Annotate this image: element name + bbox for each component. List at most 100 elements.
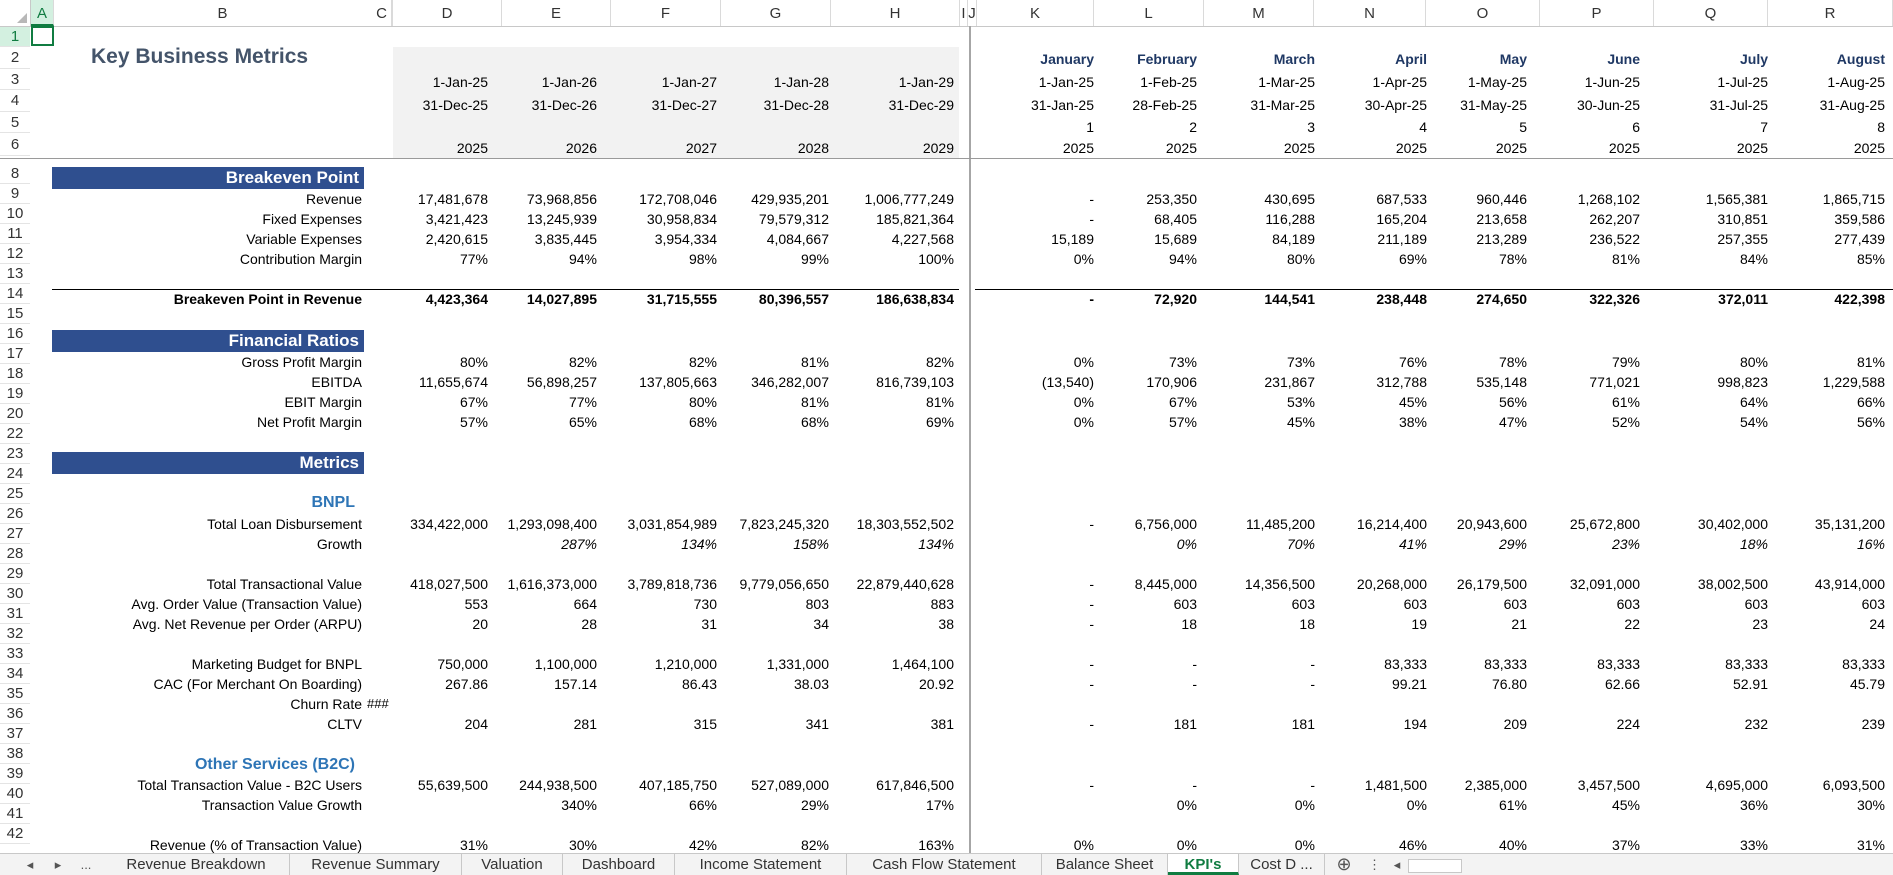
monthly-value[interactable]: - <box>1089 716 1094 732</box>
monthly-value[interactable]: 15,689 <box>1154 231 1197 247</box>
column-header-g[interactable]: G <box>721 0 831 26</box>
monthly-value[interactable]: 79% <box>1611 354 1640 370</box>
monthly-value[interactable]: 211,189 <box>1377 231 1427 247</box>
monthly-value[interactable]: 84% <box>1739 251 1768 267</box>
annual-value[interactable]: 1,616,373,000 <box>507 576 597 592</box>
annual-value[interactable]: 163% <box>918 837 954 853</box>
annual-value[interactable]: 82% <box>925 354 954 370</box>
monthly-value[interactable]: 603 <box>1861 596 1885 612</box>
row-header-2[interactable]: 2 <box>0 47 30 69</box>
monthly-value[interactable]: 25,672,800 <box>1569 516 1640 532</box>
annual-value[interactable]: 69% <box>925 414 954 430</box>
annual-value[interactable]: 315 <box>693 716 717 732</box>
annual-value[interactable]: 158% <box>793 536 829 552</box>
tab-scroll-prev-icon[interactable]: ◂ <box>26 857 34 872</box>
monthly-value[interactable]: 274,650 <box>1476 291 1527 307</box>
monthly-value[interactable]: 53% <box>1286 394 1315 410</box>
annual-value[interactable]: 137,805,663 <box>639 374 717 390</box>
monthly-value[interactable]: 14,356,500 <box>1244 576 1315 592</box>
column-header-o[interactable]: O <box>1426 0 1540 26</box>
monthly-value[interactable]: 45% <box>1611 797 1640 813</box>
monthly-value[interactable]: 3,457,500 <box>1577 777 1640 793</box>
monthly-value[interactable]: 40% <box>1498 837 1527 853</box>
monthly-value[interactable]: 52.91 <box>1732 676 1768 692</box>
annual-value[interactable]: 617,846,500 <box>876 777 954 793</box>
sheet-tab-4[interactable]: Income Statement <box>675 854 847 875</box>
monthly-value[interactable]: 38,002,500 <box>1697 576 1768 592</box>
monthly-value[interactable]: 52% <box>1611 414 1640 430</box>
monthly-value[interactable]: - <box>1089 777 1094 793</box>
row-header-36[interactable]: 36 <box>0 704 30 724</box>
annual-value[interactable]: 31% <box>459 837 488 853</box>
row-header-24[interactable]: 24 <box>0 464 30 484</box>
monthly-value[interactable]: 83,333 <box>1484 656 1527 672</box>
monthly-value[interactable]: 32,091,000 <box>1569 576 1640 592</box>
monthly-value[interactable]: - <box>1089 596 1094 612</box>
annual-value[interactable] <box>492 694 597 714</box>
monthly-value[interactable]: 0% <box>1073 354 1094 370</box>
column-header-a[interactable]: A <box>31 0 54 26</box>
annual-value[interactable]: 66% <box>688 797 717 813</box>
monthly-value[interactable]: 43,914,000 <box>1814 576 1885 592</box>
annual-value[interactable]: 334,422,000 <box>410 516 488 532</box>
annual-value[interactable]: 7,823,245,320 <box>739 516 829 532</box>
monthly-value[interactable] <box>1780 694 1885 714</box>
column-header-q[interactable]: Q <box>1654 0 1768 26</box>
annual-value[interactable]: 100% <box>918 251 954 267</box>
annual-value[interactable]: 730 <box>693 596 717 612</box>
annual-value[interactable]: 134% <box>918 536 954 552</box>
monthly-value[interactable]: 1,565,381 <box>1705 191 1768 207</box>
monthly-value[interactable]: 76% <box>1398 354 1427 370</box>
annual-value[interactable]: 80% <box>688 394 717 410</box>
monthly-value[interactable]: 18 <box>1181 616 1197 632</box>
row-header-11[interactable]: 11 <box>0 224 30 244</box>
annual-value[interactable]: 883 <box>930 596 954 612</box>
annual-value[interactable]: 81% <box>800 354 829 370</box>
row-header-41[interactable]: 41 <box>0 804 30 824</box>
monthly-value[interactable]: 85% <box>1856 251 1885 267</box>
annual-value[interactable] <box>383 795 488 815</box>
annual-value[interactable]: 57% <box>459 414 488 430</box>
row-header-13[interactable]: 13 <box>0 264 30 284</box>
monthly-value[interactable] <box>1210 694 1315 714</box>
annual-value[interactable]: 1,331,000 <box>766 656 829 672</box>
row-header-10[interactable]: 10 <box>0 204 30 224</box>
annual-value[interactable]: 346,282,007 <box>751 374 829 390</box>
monthly-value[interactable]: - <box>1089 616 1094 632</box>
annual-value[interactable]: 99% <box>800 251 829 267</box>
monthly-value[interactable]: 56% <box>1856 414 1885 430</box>
row-header-26[interactable]: 26 <box>0 504 30 524</box>
monthly-value[interactable]: 73% <box>1286 354 1315 370</box>
monthly-value[interactable]: 232 <box>1744 716 1768 732</box>
monthly-value[interactable]: 23 <box>1752 616 1768 632</box>
monthly-value[interactable]: 26,179,500 <box>1456 576 1527 592</box>
monthly-value[interactable]: 68,405 <box>1154 211 1197 227</box>
annual-value[interactable]: 1,100,000 <box>534 656 597 672</box>
monthly-value[interactable]: 41% <box>1398 536 1427 552</box>
monthly-value[interactable]: 0% <box>1176 837 1197 853</box>
annual-value[interactable]: 1,293,098,400 <box>507 516 597 532</box>
monthly-value[interactable]: 45.79 <box>1849 676 1885 692</box>
monthly-value[interactable]: - <box>1089 211 1094 227</box>
monthly-value[interactable]: 224 <box>1616 716 1640 732</box>
tab-split-handle[interactable]: ⋮ <box>1368 857 1381 872</box>
monthly-value[interactable]: 0% <box>1073 414 1094 430</box>
annual-value[interactable]: 407,185,750 <box>639 777 717 793</box>
annual-value[interactable]: 77% <box>459 251 488 267</box>
annual-value[interactable]: 267.86 <box>445 676 488 692</box>
annual-value[interactable]: 20 <box>472 616 488 632</box>
monthly-value[interactable]: 277,439 <box>1834 231 1885 247</box>
annual-value[interactable]: 68% <box>800 414 829 430</box>
annual-value[interactable]: 42% <box>688 837 717 853</box>
sheet-tab-7[interactable]: KPI's <box>1168 854 1239 875</box>
annual-value[interactable]: 65% <box>568 414 597 430</box>
monthly-value[interactable]: 213,658 <box>1476 211 1527 227</box>
monthly-value[interactable]: 31% <box>1856 837 1885 853</box>
annual-value[interactable]: 11,655,674 <box>418 374 488 390</box>
row-header-38[interactable]: 38 <box>0 744 30 764</box>
monthly-value[interactable]: 6,756,000 <box>1134 516 1197 532</box>
row-header-5[interactable]: 5 <box>0 112 30 133</box>
monthly-value[interactable]: 0% <box>1294 837 1315 853</box>
monthly-value[interactable]: 81% <box>1611 251 1640 267</box>
annual-value[interactable]: 13,245,939 <box>526 211 597 227</box>
